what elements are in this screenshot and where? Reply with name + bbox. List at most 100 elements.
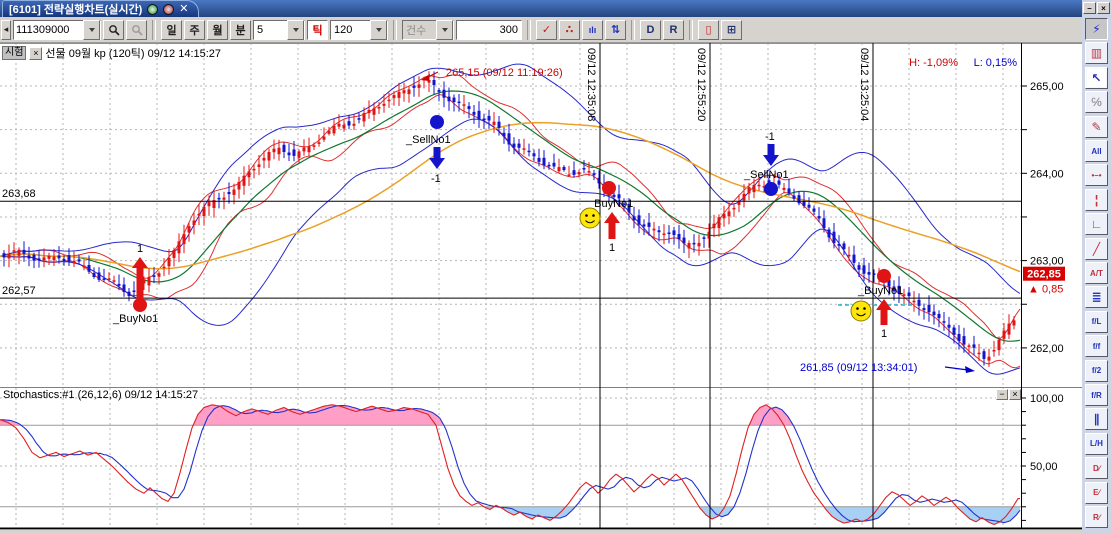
chart-style-line-button[interactable]: ✓ [536, 19, 557, 40]
count-label: 건수 [406, 24, 427, 37]
doc-r-button[interactable]: R [663, 19, 684, 40]
count-combobox[interactable]: 건수 [402, 19, 454, 40]
stoch-minimize-button[interactable]: − [996, 389, 1008, 400]
trend-line-icon[interactable]: ╱ [1085, 237, 1108, 260]
strategy-close-button[interactable]: × [29, 46, 43, 60]
chart-style-dots-icon: ∴ [565, 24, 574, 36]
right-toolbar: – × ⚡ ▥ ↖ ℅ ✎ All •–• ¦ ∟ ╱ A/T ≣ f/L f/f f/2 f/R ∥ L/H D∕… [1082, 0, 1111, 533]
search-button[interactable] [103, 19, 124, 40]
svg-text:263,68: 263,68 [2, 188, 36, 200]
svg-text:_BuyNo1: _BuyNo1 [587, 198, 633, 210]
cursor-icon[interactable]: ↖ [1085, 66, 1108, 89]
doc-d-button[interactable]: D [640, 19, 661, 40]
text-tool-icon: A/T [1090, 268, 1103, 278]
svg-text:-1: -1 [765, 131, 775, 143]
minute-combobox[interactable]: 5 [253, 19, 305, 40]
fibo-arc-icon: f/f [1092, 341, 1101, 351]
svg-text:09/12 12:55:20: 09/12 12:55:20 [695, 48, 707, 121]
candle-list-button[interactable]: ▯ [698, 19, 719, 40]
svg-text:262,57: 262,57 [2, 285, 36, 297]
r-indicator-icon[interactable]: R∕ [1085, 506, 1108, 528]
buy-arrow-icon [132, 257, 148, 299]
d-indicator-icon[interactable]: D∕ [1085, 457, 1108, 480]
minute-dropdown-icon[interactable] [287, 19, 304, 40]
symbol-combobox[interactable] [13, 19, 101, 40]
parallel-icon[interactable]: ∥ [1085, 408, 1108, 431]
fibo-retr-icon: f/R [1091, 390, 1102, 400]
fibo-lines-icon: ≣ [1091, 290, 1102, 305]
toolbar-separator [689, 19, 693, 40]
sell-marker-dot [764, 182, 778, 196]
tab-close-icon[interactable]: ✕ [179, 2, 189, 15]
zoom-vertical-button[interactable]: ⇅ [605, 19, 626, 40]
toolbar-separator [152, 19, 156, 40]
count-input[interactable] [456, 19, 522, 40]
ma-slow [0, 121, 1021, 273]
svg-text:-1: -1 [431, 173, 441, 185]
cycle-lines-icon[interactable]: f/L [1085, 310, 1108, 333]
minute-value: 5 [257, 23, 264, 36]
svg-text:H: -1,09%: H: -1,09% [909, 57, 958, 69]
lowhigh-icon[interactable]: L/H [1085, 432, 1108, 455]
erase-all-icon[interactable]: All [1085, 140, 1108, 162]
angle-line-icon[interactable]: ∟ [1085, 213, 1108, 236]
draw-check-icon: ✎ [1091, 119, 1102, 134]
d-indicator-icon: D∕ [1092, 463, 1101, 473]
search-disabled-button[interactable] [126, 19, 147, 40]
tick-button[interactable]: 틱 [307, 19, 328, 40]
svg-text:265,00: 265,00 [1030, 81, 1064, 93]
crosshair-icon[interactable]: ℅ [1085, 91, 1108, 114]
window-tab[interactable]: [6101] 전략실행차트(실시간) ✕ [2, 0, 200, 17]
vline-tool-icon[interactable]: ¦ [1085, 188, 1108, 211]
window-close-button[interactable]: × [1097, 2, 1110, 14]
symbol-dropdown-icon[interactable] [83, 19, 100, 40]
stoch-header: Stochastics:#1 (26,12,6) 09/12 14:15:27 [3, 389, 199, 401]
fibo-arc-icon[interactable]: f/f [1085, 335, 1108, 358]
svg-text:262,00: 262,00 [1030, 343, 1064, 355]
period-minute-button[interactable]: 분 [230, 19, 251, 40]
svg-text:100,00: 100,00 [1030, 393, 1064, 405]
chart-style-dots-button[interactable]: ∴ [559, 19, 580, 40]
svg-text:09/12 12:35:08: 09/12 12:35:08 [585, 48, 597, 121]
e-indicator-icon[interactable]: E∕ [1085, 481, 1108, 504]
pattern-icon[interactable]: ▥ [1085, 42, 1108, 65]
symbol-input[interactable] [14, 23, 83, 36]
window-minimize-button[interactable]: – [1083, 2, 1096, 14]
scroll-left-button[interactable]: ◂ [1, 19, 11, 40]
chart-style-bars-button[interactable]: ılı [582, 19, 603, 40]
auto-strategy-icon[interactable]: ⚡ [1085, 18, 1108, 40]
cursor-icon: ↖ [1091, 70, 1102, 85]
grid-table-button[interactable]: ⊞ [721, 19, 742, 40]
hline-tool-icon: •–• [1091, 170, 1102, 180]
fibo-fan-icon[interactable]: f/2 [1085, 359, 1108, 382]
stoch-close-button[interactable]: × [1009, 389, 1021, 400]
tick-dropdown-icon[interactable] [370, 19, 387, 40]
chart-header: 시험 × 선물 09월 kp (120틱) 09/12 14:15:27 [2, 45, 221, 61]
period-day-button[interactable]: 일 [161, 19, 182, 40]
period-week-button[interactable]: 주 [184, 19, 205, 40]
vline-tool-icon: ¦ [1094, 192, 1099, 207]
hline-tool-icon[interactable]: •–• [1085, 164, 1108, 187]
fibo-lines-icon[interactable]: ≣ [1085, 286, 1108, 309]
svg-text:_BuyNo1: _BuyNo1 [857, 285, 903, 297]
draw-check-icon[interactable]: ✎ [1085, 115, 1108, 138]
angle-line-icon: ∟ [1090, 217, 1103, 232]
chart-canvas[interactable]: 263,68 262,57 09/12 12:35:08 09/12 12:55:20… [0, 0, 1082, 533]
link-green-icon[interactable] [147, 3, 159, 15]
svg-text:09/12 13:25:04: 09/12 13:25:04 [858, 48, 870, 121]
svg-text:L: 0,15%: L: 0,15% [974, 57, 1018, 69]
fibo-fan-icon: f/2 [1091, 366, 1102, 376]
fibo-retr-icon[interactable]: f/R [1085, 384, 1108, 406]
r-indicator-icon: R∕ [1092, 512, 1101, 522]
gridlines [0, 43, 1021, 528]
zoom-vertical-icon: ⇅ [610, 24, 621, 36]
parallel-icon: ∥ [1093, 412, 1100, 427]
stochastic-pane [0, 404, 1021, 526]
tick-count-combobox[interactable]: 120 [330, 19, 388, 40]
text-tool-icon[interactable]: A/T [1085, 262, 1108, 284]
count-dropdown-icon[interactable] [436, 19, 453, 40]
period-month-button[interactable]: 월 [207, 19, 228, 40]
link-red-icon[interactable] [163, 3, 175, 15]
buy-marker-dot [602, 181, 616, 195]
